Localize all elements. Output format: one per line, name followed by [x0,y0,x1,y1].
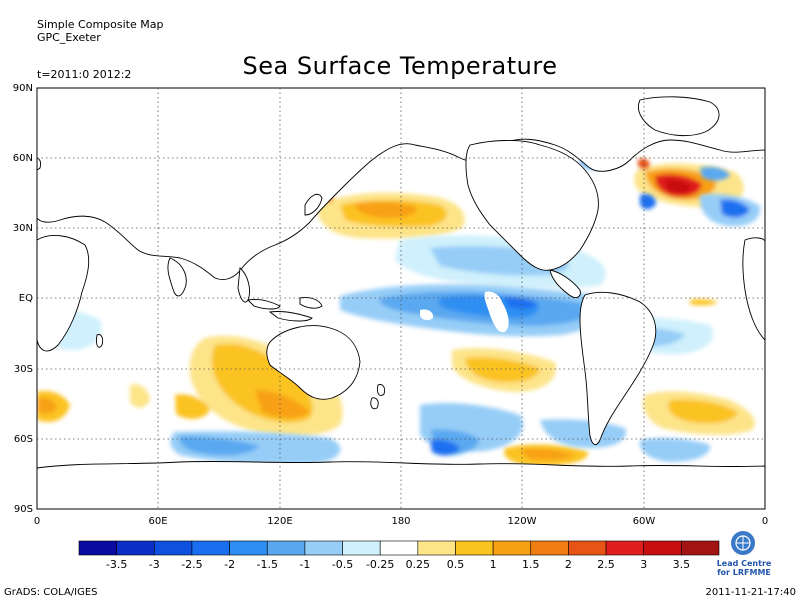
legend-tick-label: 1.5 [522,558,540,571]
legend-tick-label: 1 [490,558,497,571]
legend-swatch [229,540,268,556]
map-title: Sea Surface Temperature [242,52,558,80]
legend-tick-label: 3 [640,558,647,571]
legend-tick-label: -0.5 [332,558,353,571]
map-product-label: Simple Composite Map [37,18,164,31]
legend-swatch [153,540,193,556]
lat-label: 60S [14,434,33,445]
legend-tick-label: -1.5 [257,558,278,571]
legend-tick-label: 2 [565,558,572,571]
footer-credit: GrADS: COLA/IGES [4,587,98,598]
footer-timestamp: 2011-11-21-17:40 [705,587,796,598]
legend-swatch [304,540,343,556]
lon-label: 0 [34,516,40,527]
legend-tick-label: -0.25 [366,558,394,571]
lat-label: 30N [13,223,33,234]
legend-swatch [342,540,381,556]
lon-label: 60W [633,516,656,527]
legend-tick-label: -2 [224,558,235,571]
color-legend: -3.5 -3 -2.5 -2 -1.5 -1 -0.5 -0.25 0.25 0.5 1 1.5 2 2… [78,540,720,571]
lon-label: 0 [762,516,768,527]
time-range-label: t=2011:0 2012:2 [37,68,132,81]
legend-swatch [605,540,645,556]
legend-swatch [78,540,117,556]
legend-swatch [455,540,494,556]
legend-swatch [492,540,532,556]
lat-label: 30S [14,364,33,375]
legend-swatch [530,540,569,556]
legend-swatch [379,540,419,556]
lon-label: 120E [267,516,292,527]
lon-label: 180 [391,516,410,527]
legend-swatch [417,540,456,556]
wmo-logo-icon [731,531,755,555]
legend-tick-label: -3.5 [106,558,127,571]
legend-tick-label: 2.5 [597,558,615,571]
logo-caption: Lead Centre for LRFMME [715,559,773,577]
legend-tick-label: -1 [299,558,310,571]
source-label: GPC_Exeter [37,31,101,44]
legend-swatch [266,540,306,556]
legend-swatch [643,540,682,556]
lat-label: 60N [13,153,33,164]
anomaly-fields [37,88,765,509]
legend-tick-label: 0.25 [406,558,431,571]
lat-label: 90S [14,504,33,515]
lat-label: EQ [19,293,33,304]
longitude-labels: 0 60E 120E 180 120W 60W 0 [34,516,768,527]
legend-swatch [116,540,155,556]
latitude-labels: 90N 60N 30N EQ 30S 60S 90S [13,83,33,515]
legend-swatch [191,540,230,556]
lon-label: 60E [148,516,167,527]
legend-tick-label: 0.5 [447,558,465,571]
lat-label: 90N [13,83,33,94]
legend-swatch [568,540,607,556]
legend-swatch [681,540,720,556]
logo-line-1: Lead Centre [716,559,772,568]
lon-label: 120W [508,516,537,527]
legend-tick-label: 3.5 [673,558,691,571]
legend-tick-label: -3 [149,558,160,571]
logo-line-2: for LRFMME [717,568,771,577]
legend-tick-label: -2.5 [181,558,202,571]
